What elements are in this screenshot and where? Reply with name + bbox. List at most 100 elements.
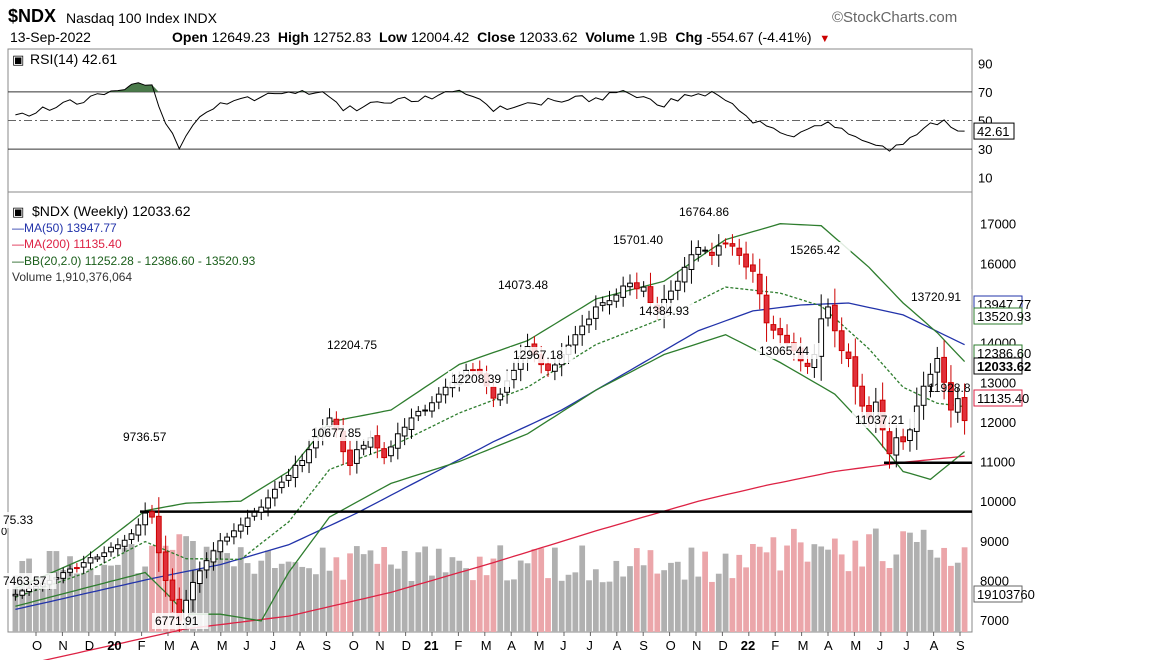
x-axis-label: A [613, 638, 622, 653]
candle-body [87, 557, 94, 564]
volume-bar [114, 564, 121, 632]
volume-bar [251, 573, 258, 632]
low-label: Low [379, 29, 408, 45]
annotation-label: 14384.93 [639, 304, 689, 318]
x-axis-label: O [32, 638, 42, 653]
candle-body [804, 362, 811, 367]
y-tick-label: 16000 [980, 256, 1016, 271]
x-axis-label: J [903, 638, 910, 653]
candle-body [128, 533, 135, 540]
x-axis-label: A [507, 638, 516, 653]
candle-body [422, 409, 429, 412]
candle-body [852, 356, 859, 387]
chg-label: Chg [675, 29, 703, 45]
annotation-label: 6771.91 [155, 614, 199, 628]
candle-body [347, 449, 353, 467]
volume-bars [12, 528, 968, 632]
volume-bar [449, 557, 456, 632]
volume-bar [340, 579, 347, 632]
bb-middle-line [15, 286, 965, 598]
candle-body [770, 324, 777, 331]
volume-bar [552, 547, 558, 632]
volume-bar [654, 573, 661, 632]
candle-body [497, 393, 504, 401]
volume-bar [135, 573, 142, 632]
candle-body [388, 446, 394, 457]
volume-bar [278, 563, 285, 632]
x-axis-label: A [190, 638, 199, 653]
x-axis-label: A [296, 638, 305, 653]
candle-body [101, 552, 108, 557]
candle-body [244, 517, 251, 528]
candle-body [265, 497, 271, 509]
candle-body [579, 325, 586, 336]
volume-bar [408, 581, 415, 632]
volume-bar [121, 547, 128, 632]
candle-body [470, 369, 476, 372]
volume-bar [818, 546, 825, 632]
candle-body [299, 460, 306, 467]
candle-body [934, 357, 941, 373]
high-label: High [277, 29, 309, 45]
x-axis-label: M [850, 638, 861, 653]
candle-body [818, 318, 825, 357]
rsi-legend: RSI(14) 42.61 [30, 51, 117, 67]
candle-body [237, 524, 244, 532]
volume-bar [811, 544, 818, 632]
right-value-box [973, 357, 1023, 375]
annotation-label: 75.33 [3, 513, 33, 527]
volume-bar [907, 532, 913, 632]
x-axis-label: A [824, 638, 833, 653]
volume-bar [237, 547, 244, 632]
close-label: Close [477, 29, 516, 45]
volume-bar [394, 568, 401, 632]
volume-bar [490, 558, 497, 632]
annotation-label: 7463.57 [3, 574, 47, 588]
candle-body [941, 356, 947, 383]
candle-body [155, 515, 162, 554]
rsi-overbought-fill [15, 82, 965, 92]
candle-body [142, 512, 149, 526]
right-value-label: 19103760 [977, 587, 1035, 602]
rsi-legend-icon: ▣ [12, 52, 24, 67]
candle-body [647, 286, 654, 304]
volume-bar [422, 546, 428, 632]
candle-body [511, 369, 517, 381]
volume-bar [149, 545, 155, 632]
ticker-symbol: $NDX [8, 6, 57, 26]
volume-bar [627, 566, 633, 632]
volume-bar [258, 560, 265, 632]
stockcharts-credit[interactable]: ©StockCharts.com [832, 9, 958, 26]
volume-bar [292, 562, 299, 632]
volume-bar [504, 580, 510, 632]
volume-bar [128, 544, 135, 632]
annotation-label: 15701.40 [613, 233, 663, 247]
volume-bar [401, 550, 408, 632]
candle-body [190, 581, 196, 601]
x-axis-label: N [58, 638, 67, 653]
rsi-tick-label: 70 [978, 85, 992, 100]
volume-bar [285, 561, 292, 632]
volume-bar [715, 573, 722, 632]
x-axis-label: J [877, 638, 884, 653]
volume-bar [442, 572, 449, 632]
annotation-box [787, 242, 851, 258]
ma200-line [42, 455, 965, 660]
volume-bar [456, 560, 463, 632]
volume-bar [784, 545, 790, 632]
candle-body [203, 560, 210, 571]
candle-body [490, 386, 497, 399]
x-axis-label: O [666, 638, 676, 653]
candle-body [442, 386, 449, 396]
volume-bar [80, 572, 87, 632]
volume-bar [306, 568, 312, 632]
annotation-label: 10677.85 [311, 426, 361, 440]
volume-bar [831, 538, 838, 632]
y-tick-label: 13000 [980, 375, 1016, 390]
candle-body [217, 540, 224, 553]
quote-date: 13-Sep-2022 [10, 29, 91, 45]
right-value-box [973, 585, 1023, 603]
x-axis-label: M [534, 638, 545, 653]
volume-bar [217, 549, 224, 632]
